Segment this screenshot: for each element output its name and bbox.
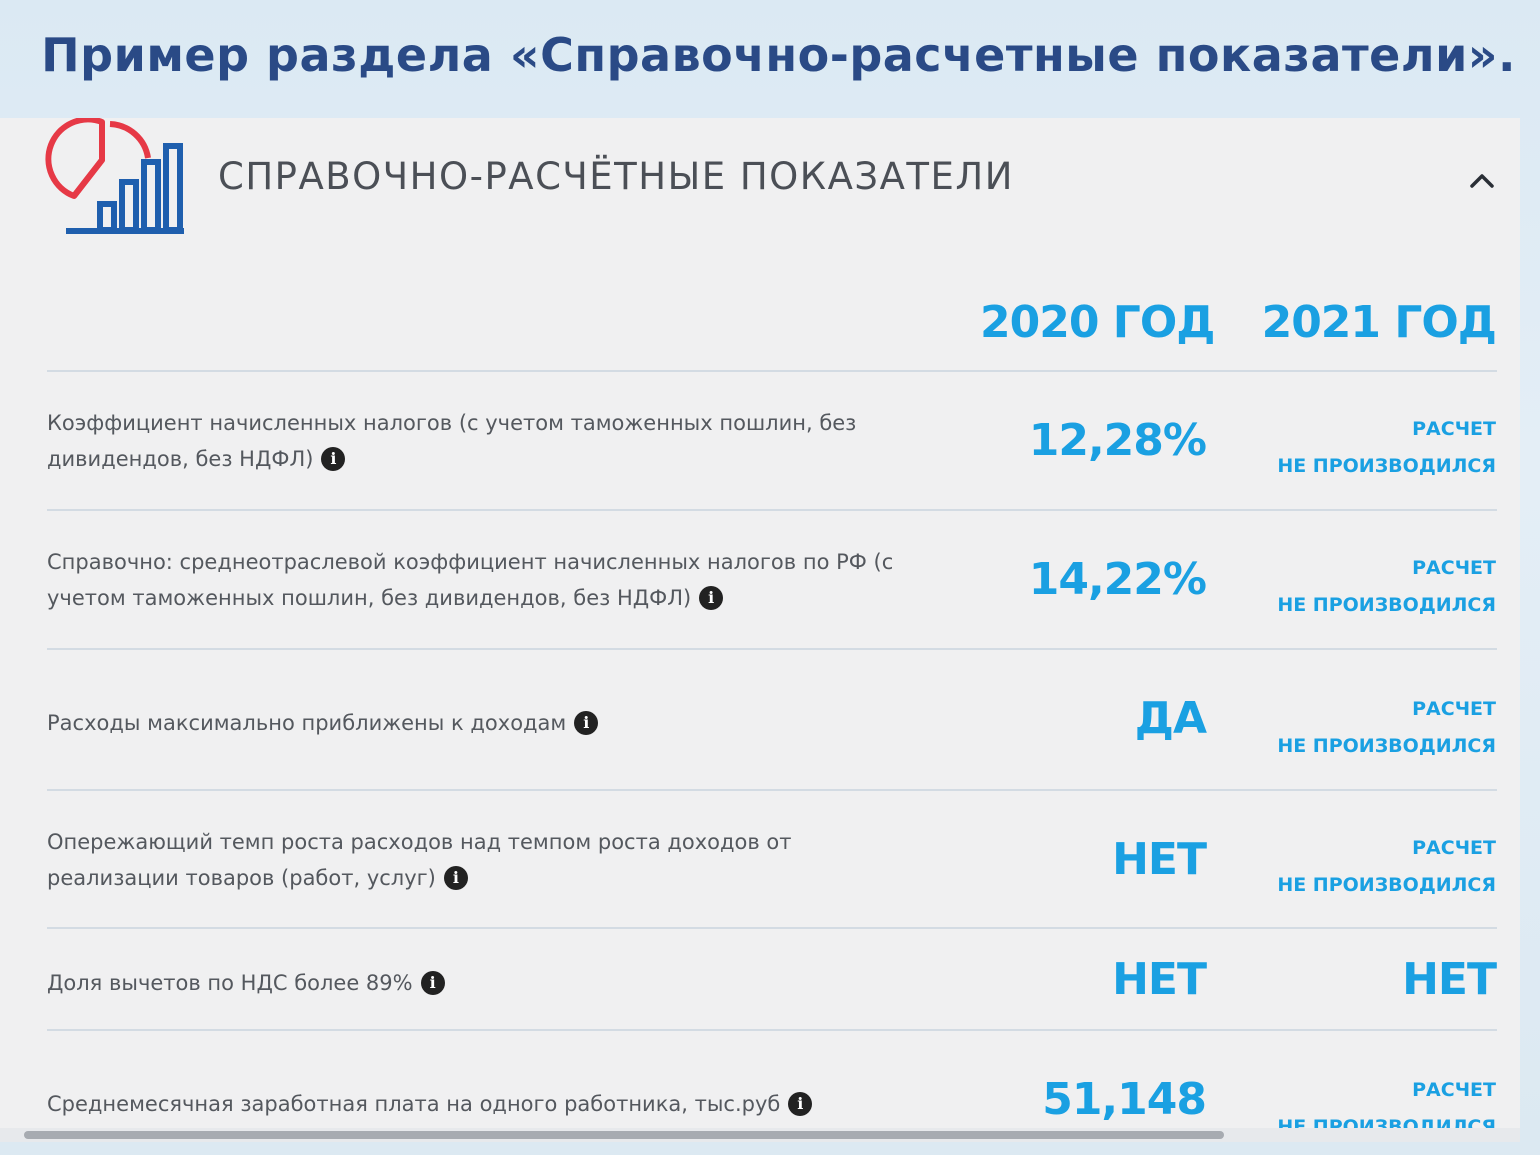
column-header-2020: 2020 ГОД <box>980 297 1215 348</box>
value-2021-line1: РАСЧЕТ <box>1412 557 1496 579</box>
value-2020: НЕТ <box>1112 834 1207 885</box>
row-label: Коэффициент начисленных налогов (с учето… <box>47 405 927 477</box>
row-label-text: Расходы максимально приближены к доходам <box>47 711 567 735</box>
row-label-text: Коэффициент начисленных налогов (с учето… <box>47 411 857 471</box>
value-2021-line1: РАСЧЕТ <box>1412 418 1496 440</box>
row-label: Доля вычетов по НДС более 89% i <box>47 965 927 1001</box>
scrollbar-thumb[interactable] <box>24 1131 1224 1139</box>
divider <box>47 789 1497 791</box>
value-2020: 12,28% <box>1028 415 1207 466</box>
row-label: Среднемесячная заработная плата на одног… <box>47 1086 927 1122</box>
row-label: Расходы максимально приближены к доходам… <box>47 705 927 741</box>
divider <box>47 370 1497 372</box>
value-2020: ДА <box>1134 693 1207 744</box>
value-2021-line1: РАСЧЕТ <box>1412 1079 1496 1101</box>
divider <box>47 509 1497 511</box>
indicator-row-average-salary: Среднемесячная заработная плата на одног… <box>0 1030 1520 1138</box>
indicators-panel: СПРАВОЧНО-РАСЧЁТНЫЕ ПОКАЗАТЕЛИ 2020 ГОД … <box>0 118 1520 1138</box>
section-header[interactable]: СПРАВОЧНО-РАСЧЁТНЫЕ ПОКАЗАТЕЛИ <box>0 118 1520 248</box>
column-header-2021: 2021 ГОД <box>1261 297 1497 348</box>
divider <box>47 648 1497 650</box>
row-label: Опережающий темп роста расходов над темп… <box>47 824 927 896</box>
divider <box>47 927 1497 929</box>
indicator-row-expenses-close-to-income: Расходы максимально приближены к доходам… <box>0 649 1520 789</box>
value-2021: НЕТ <box>1402 954 1497 1005</box>
info-icon[interactable]: i <box>699 586 724 610</box>
info-icon[interactable]: i <box>420 971 445 995</box>
row-label-text: Среднемесячная заработная плата на одног… <box>47 1092 781 1116</box>
indicator-row-vat-deductions: Доля вычетов по НДС более 89% i НЕТ НЕТ <box>0 928 1520 1029</box>
value-2021-line2: НЕ ПРОИЗВОДИЛСЯ <box>1277 874 1496 896</box>
section-title: СПРАВОЧНО-РАСЧЁТНЫЕ ПОКАЗАТЕЛИ <box>218 155 1014 198</box>
row-label: Справочно: среднеотраслевой коэффициент … <box>47 544 927 616</box>
chevron-up-icon[interactable] <box>1462 160 1502 200</box>
value-2021-line1: РАСЧЕТ <box>1412 698 1496 720</box>
value-2020: НЕТ <box>1112 954 1207 1005</box>
info-icon[interactable]: i <box>321 447 346 471</box>
value-2021-line2: НЕ ПРОИЗВОДИЛСЯ <box>1277 735 1496 757</box>
value-2021-line2: НЕ ПРОИЗВОДИЛСЯ <box>1277 455 1496 477</box>
value-2020: 14,22% <box>1028 554 1207 605</box>
indicator-row-expense-growth-rate: Опережающий темп роста расходов над темп… <box>0 790 1520 927</box>
info-icon[interactable]: i <box>788 1092 813 1116</box>
indicator-row-tax-ratio: Коэффициент начисленных налогов (с учето… <box>0 371 1520 509</box>
value-2021-line1: РАСЧЕТ <box>1412 837 1496 859</box>
divider <box>47 1029 1497 1031</box>
pie-and-bar-chart-icon <box>45 118 184 234</box>
slide-title: Пример раздела «Справочно-расчетные пока… <box>41 28 1516 82</box>
info-icon[interactable]: i <box>574 711 599 735</box>
row-label-text: Справочно: среднеотраслевой коэффициент … <box>47 550 894 610</box>
info-icon[interactable]: i <box>443 866 468 890</box>
value-2021-line2: НЕ ПРОИЗВОДИЛСЯ <box>1277 594 1496 616</box>
row-label-text: Опережающий темп роста расходов над темп… <box>47 830 792 890</box>
indicator-row-industry-tax-ratio: Справочно: среднеотраслевой коэффициент … <box>0 510 1520 648</box>
horizontal-scrollbar[interactable] <box>0 1128 1520 1142</box>
row-label-text: Доля вычетов по НДС более 89% <box>47 971 413 995</box>
value-2020: 51,148 <box>1042 1074 1207 1125</box>
